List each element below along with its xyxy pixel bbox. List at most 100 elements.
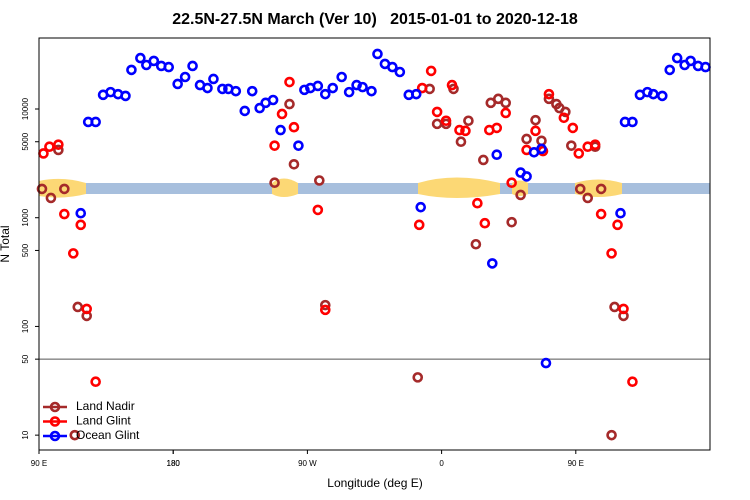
point xyxy=(246,85,258,97)
point xyxy=(312,80,324,92)
point xyxy=(530,125,541,137)
legend-label: Land Nadir xyxy=(76,399,135,413)
point xyxy=(567,122,579,134)
x-tick-label: 90 E xyxy=(31,459,47,468)
point xyxy=(72,301,84,313)
point xyxy=(478,154,489,166)
point xyxy=(217,83,228,95)
point xyxy=(500,107,512,119)
point xyxy=(664,64,676,76)
legend-marker xyxy=(49,416,61,427)
point xyxy=(230,85,242,97)
point xyxy=(515,189,526,201)
point xyxy=(44,141,55,153)
point xyxy=(491,122,503,134)
x-tick-label: 180 xyxy=(167,459,181,468)
point xyxy=(319,299,331,311)
y-tick-label: 5000 xyxy=(21,132,30,150)
point xyxy=(543,88,555,100)
point xyxy=(351,79,362,91)
point xyxy=(573,148,585,159)
point xyxy=(269,177,280,188)
chart-title: 22.5N-27.5N March (Ver 10) 2015-01-01 to… xyxy=(172,11,578,28)
point xyxy=(275,124,286,136)
point xyxy=(521,171,532,182)
point xyxy=(627,376,638,388)
point xyxy=(486,258,498,269)
point xyxy=(595,183,607,195)
point xyxy=(574,183,586,195)
point xyxy=(606,429,617,441)
point xyxy=(540,357,552,369)
point xyxy=(45,192,57,204)
plot-frame xyxy=(38,37,711,451)
point xyxy=(472,197,483,209)
x-tick-label: 90 E xyxy=(568,459,584,468)
point xyxy=(470,238,482,250)
point xyxy=(431,106,443,118)
point xyxy=(387,61,398,73)
point xyxy=(239,105,251,117)
point xyxy=(81,303,93,315)
point xyxy=(440,115,452,127)
point xyxy=(500,97,512,109)
point xyxy=(53,144,64,156)
point xyxy=(288,159,300,170)
point xyxy=(163,61,175,73)
point xyxy=(187,60,198,72)
point xyxy=(366,85,377,97)
point xyxy=(90,116,101,128)
point xyxy=(267,94,279,106)
x-tick-label: 0 xyxy=(439,459,444,468)
point xyxy=(126,64,137,76)
x-tick-label: 90 W xyxy=(298,459,317,468)
y-tick-label: 1000 xyxy=(21,208,30,226)
point xyxy=(141,59,152,71)
point xyxy=(314,175,325,186)
point xyxy=(491,149,503,160)
legend-marker xyxy=(49,430,61,442)
point xyxy=(410,88,422,100)
point xyxy=(36,183,48,195)
land-band xyxy=(575,179,622,197)
point xyxy=(336,71,347,83)
point xyxy=(671,52,683,64)
point xyxy=(319,88,331,100)
point xyxy=(615,207,626,219)
legend-marker xyxy=(49,401,61,413)
point xyxy=(288,121,300,133)
point xyxy=(319,304,331,316)
point xyxy=(67,248,79,259)
point xyxy=(560,106,571,118)
point xyxy=(372,48,383,60)
x-tick-label: 180 xyxy=(167,459,181,468)
point xyxy=(536,143,547,155)
point xyxy=(148,55,160,67)
point xyxy=(543,93,555,105)
point xyxy=(413,219,425,231)
point xyxy=(343,86,355,98)
point xyxy=(394,66,406,78)
point xyxy=(59,208,70,220)
point xyxy=(595,208,607,220)
point xyxy=(327,82,339,94)
point xyxy=(75,207,87,219)
point xyxy=(446,79,458,91)
point xyxy=(642,86,653,98)
point xyxy=(454,124,465,136)
point xyxy=(276,108,288,120)
y-tick-label: 50 xyxy=(21,354,30,363)
point xyxy=(558,112,570,124)
point xyxy=(415,201,427,213)
point xyxy=(521,133,532,145)
ocean-band xyxy=(39,183,710,194)
y-tick-label: 10000 xyxy=(21,97,30,120)
point xyxy=(312,204,324,216)
point xyxy=(589,139,601,150)
point xyxy=(612,219,623,231)
point xyxy=(609,301,620,313)
point xyxy=(53,139,64,150)
y-tick-label: 500 xyxy=(21,243,30,257)
y-tick-label: 100 xyxy=(21,319,30,333)
